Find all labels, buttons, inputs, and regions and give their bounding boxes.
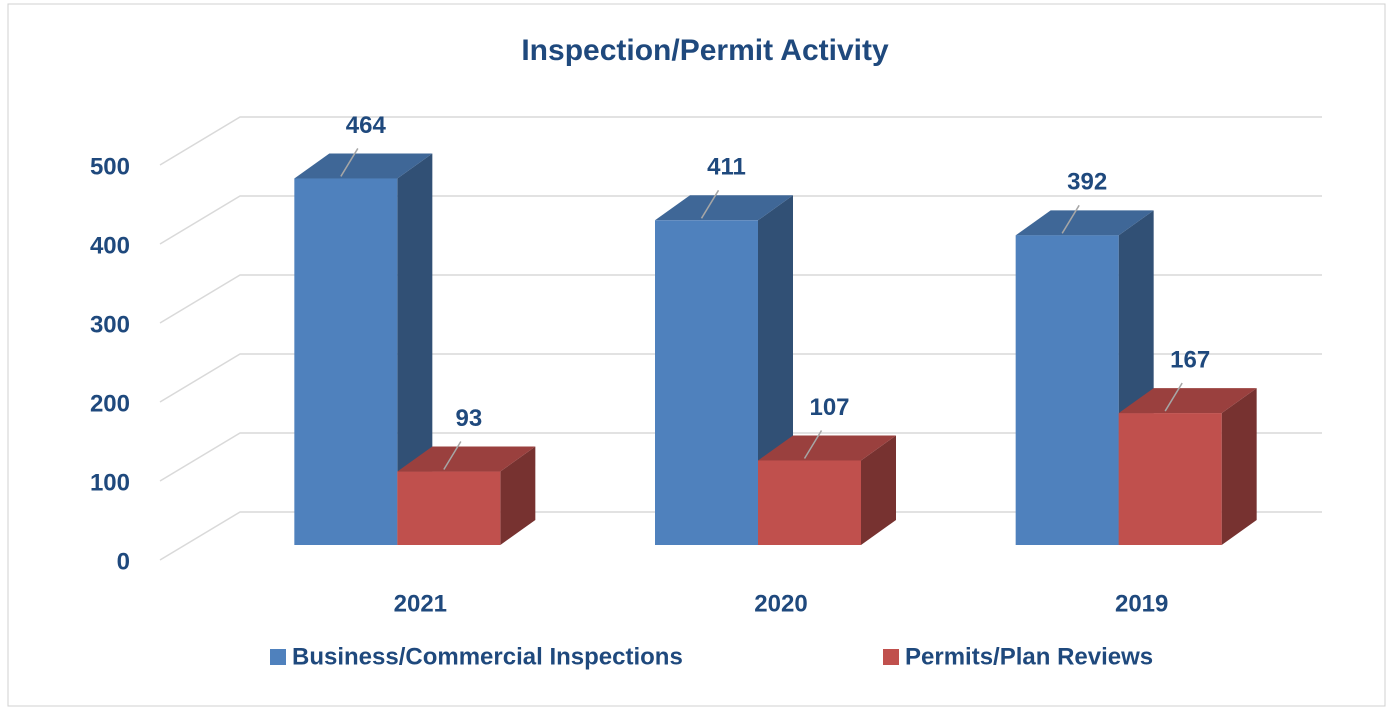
data-label: 93 (455, 405, 482, 432)
bar-top (294, 153, 433, 179)
data-label: 167 (1170, 346, 1210, 373)
leader-line (443, 441, 462, 470)
bar-top (1118, 388, 1257, 414)
y-tick-label: 300 (90, 311, 130, 338)
x-tick-label: 2020 (754, 590, 807, 617)
data-label: 392 (1067, 169, 1107, 196)
legend-swatch (883, 649, 899, 665)
chart-title: Inspection/Permit Activity (521, 34, 889, 67)
grid-line (159, 432, 1322, 482)
leader-line (1164, 382, 1183, 412)
leader-line (700, 189, 720, 219)
chart-border (7, 3, 1386, 707)
grid-line (159, 353, 1322, 403)
bar-top (655, 195, 793, 221)
y-tick-label: 400 (90, 232, 130, 259)
bar-top (1015, 210, 1154, 236)
leader-line (340, 148, 359, 177)
x-tick-label: 2019 (1115, 590, 1168, 617)
bar-side (861, 435, 896, 545)
leader-line (1061, 204, 1080, 234)
bar (655, 220, 758, 545)
grid-line (159, 511, 1322, 561)
y-tick-label: 200 (90, 390, 130, 417)
data-label: 107 (809, 394, 849, 421)
grid-line (159, 116, 1322, 166)
legend-label: Business/Commercial Inspections (292, 643, 683, 670)
bar (758, 460, 861, 545)
data-label: 464 (346, 112, 387, 139)
grid-line (159, 274, 1322, 324)
x-tick-label: 2021 (394, 590, 447, 617)
legend-label: Permits/Plan Reviews (905, 643, 1153, 670)
bar-top (397, 446, 536, 472)
y-tick-label: 100 (90, 469, 130, 496)
y-tick-label: 500 (90, 153, 130, 180)
bar (397, 471, 501, 545)
leader-line (803, 430, 823, 459)
bar-top (758, 435, 896, 461)
y-tick-label: 0 (117, 548, 130, 575)
bar-side (1221, 388, 1257, 545)
bar-side (500, 446, 536, 545)
bar-side (397, 153, 433, 545)
bar (294, 178, 398, 545)
grid-line (159, 195, 1322, 245)
bar (1015, 235, 1119, 545)
bar (1118, 413, 1222, 545)
data-label: 411 (707, 154, 746, 181)
legend-swatch (270, 649, 286, 665)
